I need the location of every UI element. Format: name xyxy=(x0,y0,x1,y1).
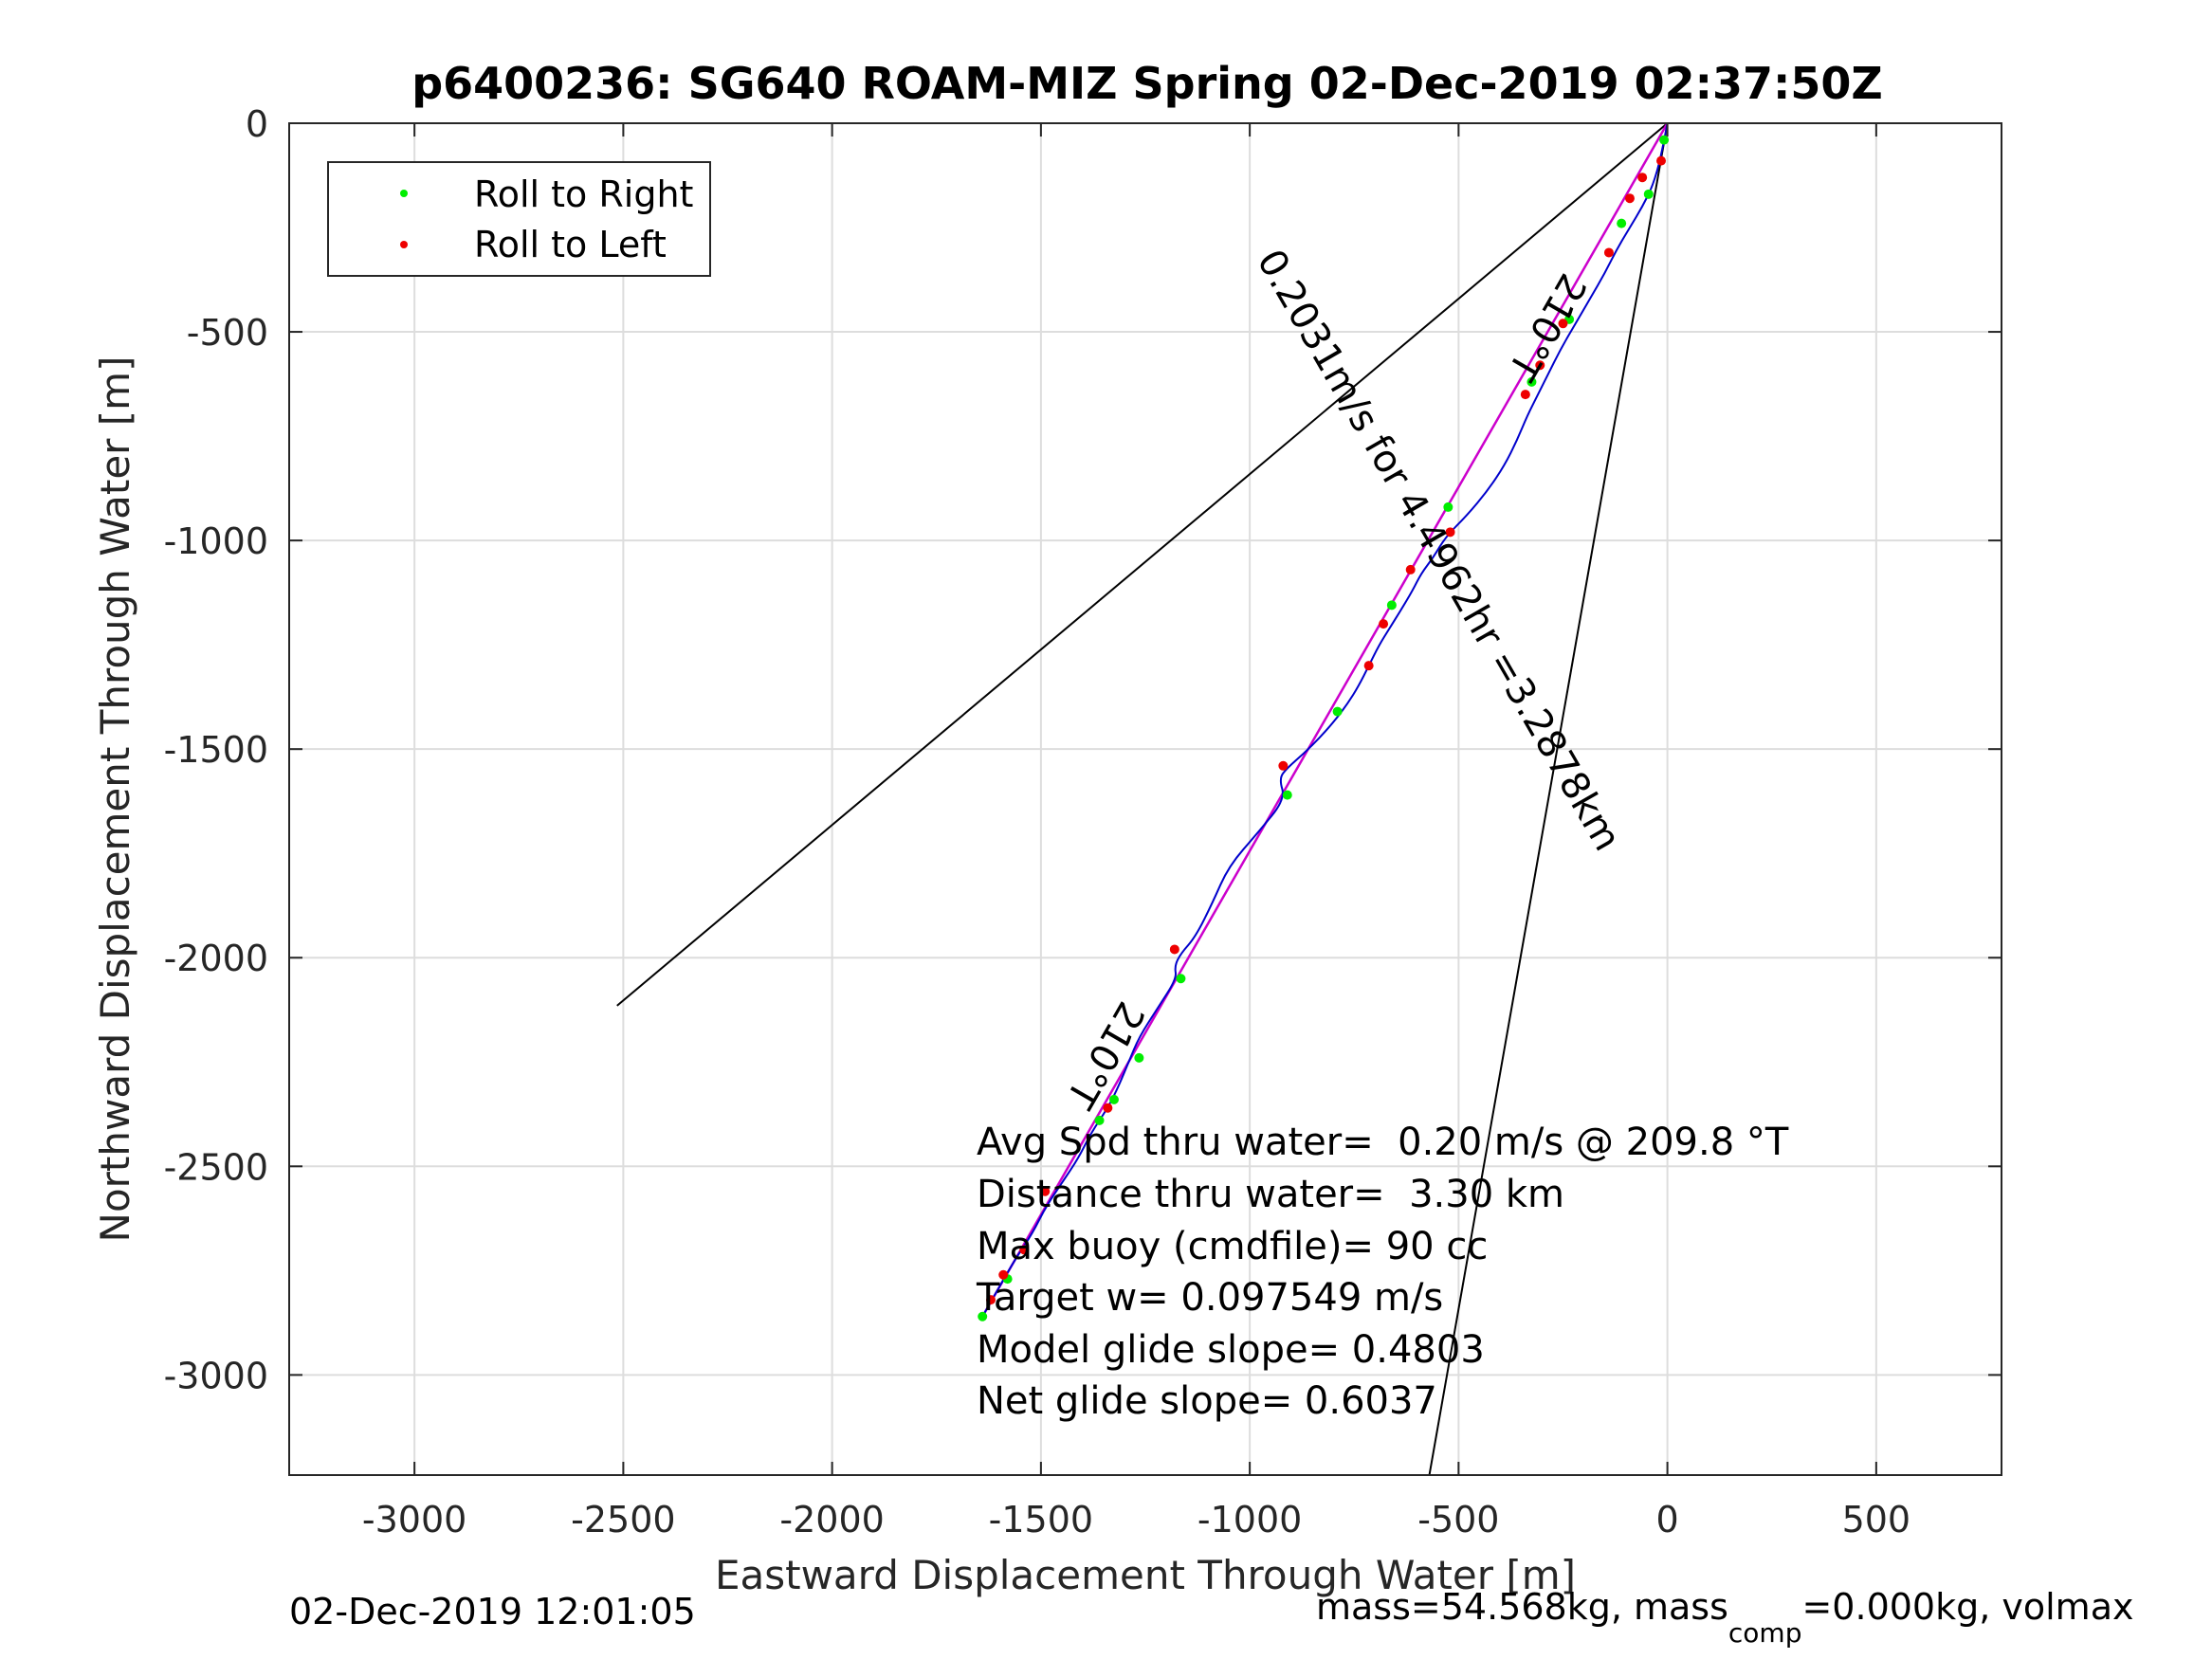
legend-label-roll-left: Roll to Left xyxy=(474,224,667,265)
roll-left-point xyxy=(1363,661,1374,671)
roll-right-point xyxy=(1659,135,1670,145)
glider-track-line xyxy=(981,122,1669,1318)
stats-text-block: Avg Spd thru water= 0.20 m/s @ 209.8 °T … xyxy=(976,1121,1789,1423)
roll-right-point xyxy=(1282,790,1292,800)
roll-markers xyxy=(978,135,1670,1322)
x-tick-label: -1000 xyxy=(1197,1499,1302,1540)
x-tick-label: -1500 xyxy=(989,1499,1093,1540)
roll-left-point xyxy=(1405,564,1416,574)
roll-right-point xyxy=(1094,1115,1105,1125)
roll-right-point xyxy=(1643,189,1654,199)
x-axis-label: Eastward Displacement Through Water [m] xyxy=(715,1552,1576,1598)
x-tick-label: -2500 xyxy=(571,1499,675,1540)
roll-right-point xyxy=(1386,600,1397,611)
roll-right-point xyxy=(1134,1052,1144,1063)
stat-target-w: Target w= 0.097549 m/s xyxy=(976,1276,1443,1320)
roll-right-point xyxy=(978,1311,988,1322)
stat-max-buoy: Max buoy (cmdfile)= 90 cc xyxy=(977,1225,1488,1268)
y-tick-label: -1000 xyxy=(164,520,268,562)
roll-left-point xyxy=(1445,527,1455,538)
y-tick-label: 0 xyxy=(246,103,268,145)
y-tick-label: -3000 xyxy=(164,1355,268,1396)
roll-left-point xyxy=(1558,319,1568,329)
footer-mass-subscript: comp xyxy=(1728,1617,1802,1649)
y-tick-label: -1500 xyxy=(164,729,268,771)
y-axis-label: Northward Displacement Through Water [m] xyxy=(92,356,138,1243)
plot-frame xyxy=(288,122,2002,1476)
axis-ticks: -3000 -2500 -2000 -1500 -1000 -500 0 500 0 -500 -1… xyxy=(164,103,2002,1540)
stat-distance: Distance thru water= 3.30 km xyxy=(977,1173,1564,1216)
legend-label-roll-right: Roll to Right xyxy=(474,173,693,215)
roll-left-point xyxy=(1656,155,1667,166)
roll-left-point xyxy=(1019,1245,1030,1255)
roll-right-point xyxy=(1176,974,1186,984)
chart-title: p6400236: SG640 ROAM-MIZ Spring 02-Dec-2… xyxy=(411,58,1883,109)
roll-right-point xyxy=(1108,1094,1119,1104)
roll-right-point xyxy=(1526,376,1537,387)
footer-timestamp: 02-Dec-2019 12:01:05 xyxy=(289,1591,696,1632)
legend-swatch-roll-left xyxy=(400,241,408,248)
roll-right-point xyxy=(1617,218,1627,228)
roll-left-point xyxy=(1169,944,1179,955)
stat-model-glide-slope: Model glide slope= 0.4803 xyxy=(977,1328,1485,1372)
legend-swatch-roll-right xyxy=(400,190,408,197)
heading-wedge xyxy=(616,122,1669,1476)
roll-left-point xyxy=(1278,760,1289,771)
roll-left-point xyxy=(1637,173,1648,183)
roll-left-point xyxy=(1103,1103,1113,1113)
x-tick-label: 500 xyxy=(1842,1499,1911,1540)
x-tick-label: 0 xyxy=(1656,1499,1679,1540)
roll-left-point xyxy=(1520,390,1530,400)
y-tick-label: -2000 xyxy=(164,938,268,979)
heading-wedge-line xyxy=(616,122,1669,1007)
x-tick-label: -500 xyxy=(1417,1499,1499,1540)
x-tick-label: -3000 xyxy=(362,1499,466,1540)
stat-avg-speed: Avg Spd thru water= 0.20 m/s @ 209.8 °T xyxy=(977,1121,1789,1164)
footer-mass-part2: =0.000kg, volmax xyxy=(1801,1586,2133,1628)
footer-mass-info: mass=54.568kg, masscomp=0.000kg, volmax xyxy=(1316,1586,2133,1649)
legend-box xyxy=(327,161,711,277)
roll-left-point xyxy=(986,1295,996,1305)
roll-left-point xyxy=(1624,193,1635,204)
roll-right-point xyxy=(1443,501,1453,512)
y-tick-label: -2500 xyxy=(164,1146,268,1188)
stat-net-glide-slope: Net glide slope= 0.6037 xyxy=(977,1379,1437,1423)
roll-left-point xyxy=(1535,360,1545,371)
heading-wedge-line xyxy=(1428,122,1669,1476)
roll-left-point xyxy=(1040,1186,1051,1196)
y-tick-label: -500 xyxy=(187,312,268,354)
roll-left-point xyxy=(998,1269,1009,1280)
footer-mass-part1: mass=54.568kg, mass xyxy=(1316,1586,1728,1628)
legend: Roll to Right Roll to Left xyxy=(327,161,711,277)
x-tick-label: -2000 xyxy=(779,1499,884,1540)
roll-left-point xyxy=(1379,619,1389,629)
roll-right-point xyxy=(1332,706,1343,717)
roll-left-point xyxy=(1603,247,1614,258)
